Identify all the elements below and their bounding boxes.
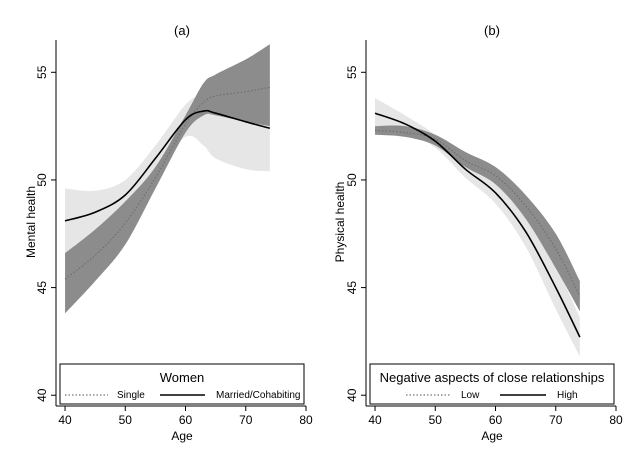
x-tick-label: 80 (299, 413, 313, 427)
panel-mental-health: (a) 40 45 50 55 40 50 60 70 80 Age Mental health… (24, 23, 313, 443)
axis-layer: 40 45 50 55 40 50 60 70 80 (35, 40, 313, 427)
y-tick-label: 40 (35, 388, 49, 402)
y-tick-label: 55 (345, 65, 359, 79)
legend-label-low: Low (461, 390, 480, 401)
axis-layer: 40 45 50 55 40 50 60 70 80 (345, 40, 623, 427)
legend: Negative aspects of close relationships … (369, 363, 615, 405)
x-tick-label: 40 (58, 413, 72, 427)
panel-title-b: (b) (484, 23, 500, 38)
legend-label-single: Single (117, 390, 145, 401)
ci-band-single (65, 44, 270, 314)
x-axis-title: Age (171, 429, 193, 443)
series-line-high (374, 112, 581, 338)
x-axis-title: Age (481, 429, 503, 443)
x-tick-label: 50 (119, 413, 133, 427)
x-tick-label: 60 (489, 413, 503, 427)
band-layer (375, 98, 580, 357)
ci-band-high (375, 98, 580, 357)
legend: Women Single Married/Cohabiting (59, 363, 305, 405)
y-tick-label: 40 (345, 388, 359, 402)
series-line-low (375, 129, 581, 297)
y-axis-title: Mental health (24, 186, 38, 258)
legend-label-married: Married/Cohabiting (216, 390, 301, 401)
panel-physical-health: (b) 40 45 50 55 40 50 60 70 80 Age Physical heal… (333, 23, 623, 443)
x-tick-label: 60 (179, 413, 193, 427)
series-line-married-cohabiting (64, 109, 271, 222)
legend-label-high: High (557, 390, 578, 401)
y-tick-label: 55 (35, 65, 49, 79)
x-tick-label: 70 (239, 413, 253, 427)
y-axis-title: Physical health (333, 182, 347, 263)
x-tick-label: 40 (368, 413, 382, 427)
x-tick-label: 70 (549, 413, 563, 427)
line-layer (374, 112, 581, 338)
legend-box (59, 363, 305, 405)
line-layer (64, 86, 271, 280)
x-tick-label: 80 (609, 413, 623, 427)
y-tick-label: 45 (345, 281, 359, 295)
legend-title: Women (160, 370, 205, 385)
legend-title: Negative aspects of close relationships (380, 370, 605, 385)
y-tick-label: 45 (35, 281, 49, 295)
band-layer (65, 44, 270, 314)
ci-band-low (375, 125, 580, 312)
y-tick-label: 50 (345, 173, 359, 187)
legend-box (369, 363, 615, 405)
x-tick-label: 50 (429, 413, 443, 427)
y-tick-label: 50 (35, 173, 49, 187)
panel-title-a: (a) (174, 23, 190, 38)
